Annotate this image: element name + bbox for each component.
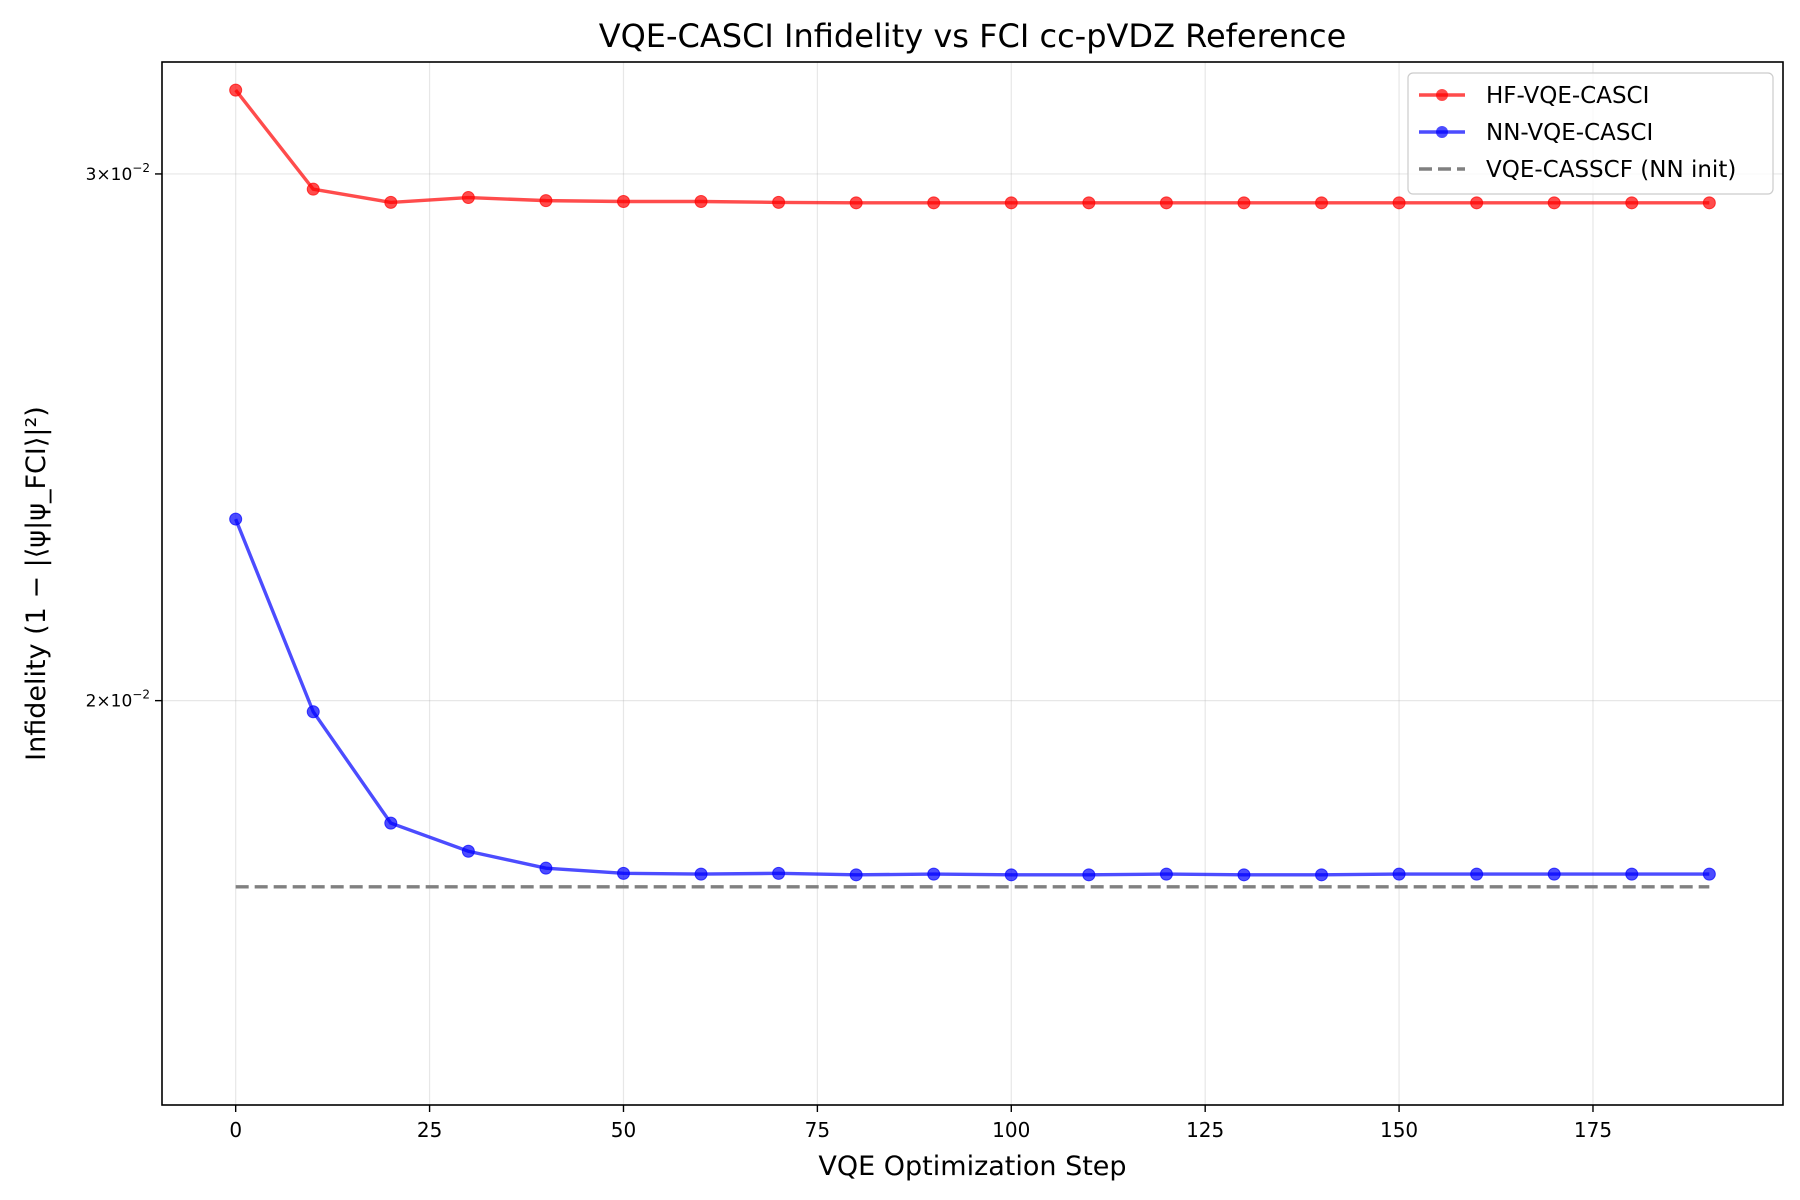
ticks: 0 25 50 75 100 125 150 175 2×10−2 3×10−2	[86, 161, 1612, 1142]
chart-title: VQE-CASCI Infidelity vs FCI cc-pVDZ Refe…	[599, 17, 1347, 55]
data-point	[616, 866, 630, 880]
x-tick-label: 50	[611, 1118, 636, 1142]
data-point	[1159, 196, 1173, 210]
data-point	[306, 705, 320, 719]
data-point	[306, 182, 320, 196]
legend-label-2: VQE-CASSCF (NN init)	[1486, 157, 1736, 183]
plot-frame	[161, 61, 1784, 1106]
data-point	[1470, 196, 1484, 210]
data-point	[1625, 867, 1639, 881]
data-point	[539, 861, 553, 875]
data-point	[461, 191, 475, 205]
data-point	[772, 195, 786, 209]
legend-label-0: HF-VQE-CASCI	[1486, 83, 1649, 109]
data-point	[849, 868, 863, 882]
data-point	[1237, 868, 1251, 882]
data-point	[539, 194, 553, 208]
data-point	[1082, 196, 1096, 210]
series-line-1	[234, 518, 1710, 877]
legend-frame	[1407, 72, 1774, 195]
data-point	[1392, 867, 1406, 881]
series-layer	[229, 83, 1716, 889]
data-point	[384, 195, 398, 209]
data-point	[927, 196, 941, 210]
x-tick-label: 175	[1574, 1118, 1612, 1142]
legend-label-1: NN-VQE-CASCI	[1486, 120, 1653, 146]
data-point	[694, 867, 708, 881]
data-point	[849, 196, 863, 210]
x-axis-title: VQE Optimization Step	[818, 1151, 1126, 1182]
legend-marker-0	[1436, 89, 1448, 101]
data-point	[694, 195, 708, 209]
data-point	[1315, 196, 1329, 210]
data-point	[384, 816, 398, 830]
data-point	[229, 83, 243, 97]
x-tick-label: 25	[417, 1118, 442, 1142]
data-point	[1392, 196, 1406, 210]
x-tick-label: 100	[992, 1118, 1030, 1142]
data-point	[1547, 867, 1561, 881]
data-point	[461, 844, 475, 858]
data-point	[927, 867, 941, 881]
data-point	[1702, 196, 1716, 210]
legend: HF-VQE-CASCI NN-VQE-CASCI VQE-CASSCF (NN i…	[1407, 72, 1774, 195]
data-point	[616, 195, 630, 209]
data-point	[1315, 868, 1329, 882]
data-point	[229, 512, 243, 526]
x-tick-label: 75	[805, 1118, 830, 1142]
data-point	[1470, 867, 1484, 881]
y-tick-label: 3×10−2	[86, 161, 150, 185]
data-point	[1159, 867, 1173, 881]
x-tick-label: 150	[1380, 1118, 1418, 1142]
data-point	[1702, 867, 1716, 881]
data-point	[1082, 868, 1096, 882]
y-axis-title: Infidelity (1 − |⟨ψ|ψ_FCI⟩|²)	[21, 406, 52, 761]
data-point	[1625, 196, 1639, 210]
legend-marker-1	[1436, 126, 1448, 138]
y-tick-label: 2×10−2	[86, 688, 150, 712]
data-point	[1237, 196, 1251, 210]
data-point	[1547, 196, 1561, 210]
series-line-0	[234, 89, 1710, 205]
x-tick-label: 0	[229, 1118, 242, 1142]
data-point	[1004, 868, 1018, 882]
data-point	[1004, 196, 1018, 210]
x-tick-label: 125	[1186, 1118, 1224, 1142]
data-point	[772, 866, 786, 880]
